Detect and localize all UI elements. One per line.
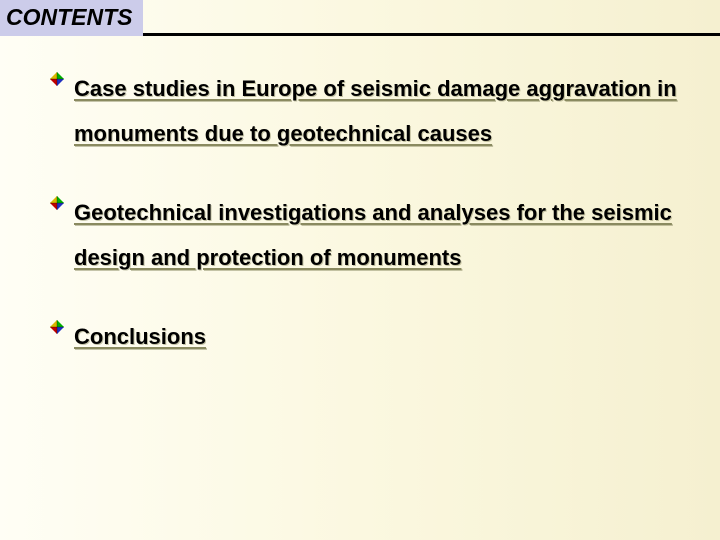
list-item: Case studies in Europe of seismic damage… bbox=[50, 66, 680, 156]
header-bar: CONTENTS bbox=[0, 0, 720, 36]
page-title: CONTENTS bbox=[0, 0, 143, 36]
contents-list: Case studies in Europe of seismic damage… bbox=[0, 36, 720, 359]
bullet-icon bbox=[50, 72, 64, 86]
list-item-text: Geotechnical investigations and analyses… bbox=[74, 190, 680, 280]
list-item-text: Conclusions bbox=[74, 314, 206, 359]
list-item-text: Case studies in Europe of seismic damage… bbox=[74, 66, 680, 156]
list-item: Geotechnical investigations and analyses… bbox=[50, 190, 680, 280]
bullet-icon bbox=[50, 320, 64, 334]
bullet-icon bbox=[50, 196, 64, 210]
list-item: Conclusions bbox=[50, 314, 680, 359]
